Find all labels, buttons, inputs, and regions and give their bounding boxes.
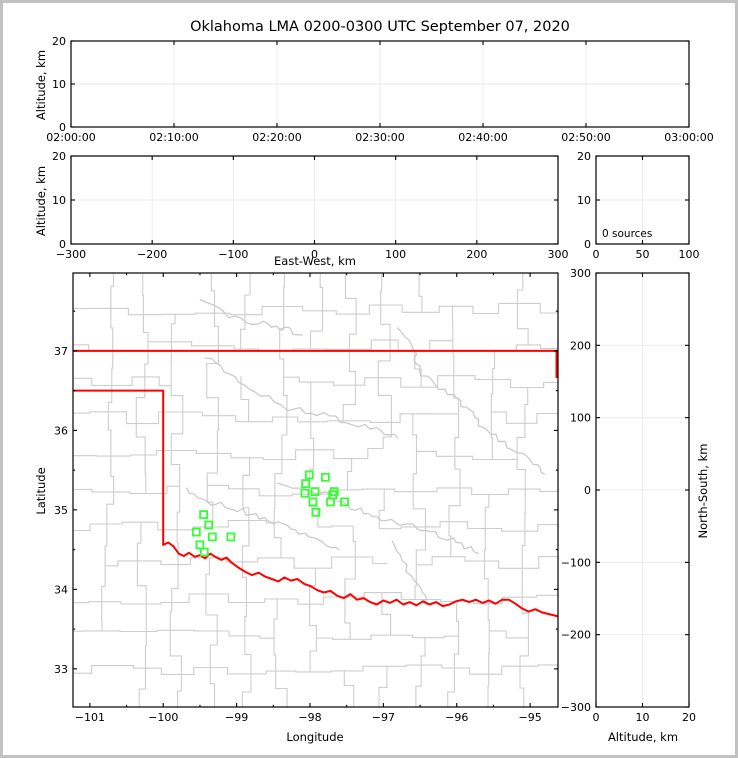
panel-north-south-height: 0 10 20 −300 −200 −100 0 100 200 300 bbox=[561, 267, 696, 724]
svg-text:02:50:00: 02:50:00 bbox=[561, 131, 610, 144]
svg-text:100: 100 bbox=[385, 248, 406, 261]
lma-multi-panel-plot: 02:00:00 02:10:00 02:20:00 02:30:00 02:40:00… bbox=[34, 19, 714, 744]
svg-text:37: 37 bbox=[54, 345, 68, 358]
svg-text:10: 10 bbox=[636, 711, 650, 724]
svg-text:0: 0 bbox=[593, 711, 600, 724]
svg-text:−97: −97 bbox=[372, 711, 395, 724]
svg-text:35: 35 bbox=[54, 504, 68, 517]
lma-station-marker bbox=[195, 540, 205, 550]
svg-text:0: 0 bbox=[59, 238, 66, 251]
svg-text:0: 0 bbox=[311, 248, 318, 261]
svg-text:10: 10 bbox=[52, 194, 66, 207]
lma-station-markers bbox=[191, 470, 349, 557]
lma-station-marker bbox=[326, 497, 335, 507]
svg-text:−95: −95 bbox=[519, 711, 542, 724]
lma-station-marker bbox=[310, 487, 320, 497]
svg-text:03:00:00: 03:00:00 bbox=[664, 131, 713, 144]
ew-panel-ylabel: Altitude, km bbox=[34, 166, 48, 236]
ns-panel-xlabel: Altitude, km bbox=[608, 730, 678, 744]
svg-text:20: 20 bbox=[577, 150, 591, 163]
svg-text:0: 0 bbox=[593, 248, 600, 261]
svg-text:20: 20 bbox=[52, 35, 66, 48]
svg-text:0: 0 bbox=[584, 238, 591, 251]
svg-text:−101: −101 bbox=[75, 711, 105, 724]
svg-text:200: 200 bbox=[466, 248, 487, 261]
svg-text:02:20:00: 02:20:00 bbox=[252, 131, 301, 144]
panel-altitude-histogram: 0 50 100 0 10 20 bbox=[577, 150, 700, 261]
time-panel-ylabel: Altitude, km bbox=[34, 50, 48, 120]
svg-text:200: 200 bbox=[570, 339, 591, 352]
svg-text:−100: −100 bbox=[561, 556, 591, 569]
lma-station-marker bbox=[191, 527, 201, 537]
lma-station-marker bbox=[301, 479, 311, 489]
svg-text:300: 300 bbox=[570, 267, 591, 280]
svg-text:02:00:00: 02:00:00 bbox=[46, 131, 95, 144]
svg-text:02:30:00: 02:30:00 bbox=[355, 131, 404, 144]
map-xlabel: Longitude bbox=[286, 730, 343, 744]
lma-station-marker bbox=[199, 510, 209, 520]
panel-east-west-height: −300 −200 −100 0 100 200 300 0 10 20 bbox=[52, 150, 569, 261]
svg-text:−96: −96 bbox=[445, 711, 468, 724]
svg-text:100: 100 bbox=[570, 412, 591, 425]
panel-plan-view: −101 −100 −99 −98 −97 −96 −95 33 34 35 36 37 bbox=[54, 272, 559, 724]
svg-text:−100: −100 bbox=[148, 711, 178, 724]
svg-text:−99: −99 bbox=[225, 711, 248, 724]
lma-station-marker bbox=[226, 532, 236, 542]
map-ylabel: Latitude bbox=[34, 467, 48, 514]
svg-text:33: 33 bbox=[54, 663, 68, 676]
panel-time-height: 02:00:00 02:10:00 02:20:00 02:30:00 02:40:00… bbox=[46, 35, 713, 144]
lma-station-marker bbox=[308, 497, 318, 507]
svg-text:02:10:00: 02:10:00 bbox=[149, 131, 198, 144]
lma-station-marker bbox=[204, 520, 214, 530]
svg-text:36: 36 bbox=[54, 424, 68, 437]
svg-text:10: 10 bbox=[52, 78, 66, 91]
svg-text:−300: −300 bbox=[56, 248, 86, 261]
lma-station-marker bbox=[311, 507, 321, 517]
svg-text:100: 100 bbox=[679, 248, 700, 261]
lma-station-marker bbox=[304, 470, 314, 480]
svg-text:−98: −98 bbox=[298, 711, 321, 724]
svg-text:0: 0 bbox=[59, 121, 66, 134]
svg-text:10: 10 bbox=[577, 194, 591, 207]
svg-text:50: 50 bbox=[636, 248, 650, 261]
svg-text:02:40:00: 02:40:00 bbox=[458, 131, 507, 144]
state-border-layer bbox=[73, 349, 558, 618]
svg-text:0: 0 bbox=[584, 484, 591, 497]
figure-title: Oklahoma LMA 0200-0300 UTC September 07,… bbox=[190, 19, 570, 35]
svg-text:34: 34 bbox=[54, 583, 68, 596]
county-boundaries-layer bbox=[73, 273, 558, 707]
lma-station-marker bbox=[320, 472, 330, 482]
lma-station-marker bbox=[340, 497, 349, 507]
axes-layer: 02:00:00 02:10:00 02:20:00 02:30:00 02:40:00… bbox=[46, 35, 713, 724]
svg-text:−200: −200 bbox=[561, 629, 591, 642]
svg-text:300: 300 bbox=[548, 248, 569, 261]
ns-panel-ylabel: North-South, km bbox=[696, 444, 710, 539]
lma-station-marker bbox=[199, 547, 209, 557]
svg-text:−100: −100 bbox=[218, 248, 248, 261]
river-lines-layer bbox=[185, 298, 546, 606]
svg-text:20: 20 bbox=[52, 150, 66, 163]
lma-station-marker bbox=[207, 532, 217, 542]
source-count-annotation: 0 sources bbox=[602, 228, 652, 240]
ew-panel-xlabel: East-West, km bbox=[274, 254, 356, 268]
svg-text:−200: −200 bbox=[137, 248, 167, 261]
lma-station-marker bbox=[300, 488, 310, 498]
svg-text:20: 20 bbox=[682, 711, 696, 724]
svg-text:−300: −300 bbox=[561, 701, 591, 714]
